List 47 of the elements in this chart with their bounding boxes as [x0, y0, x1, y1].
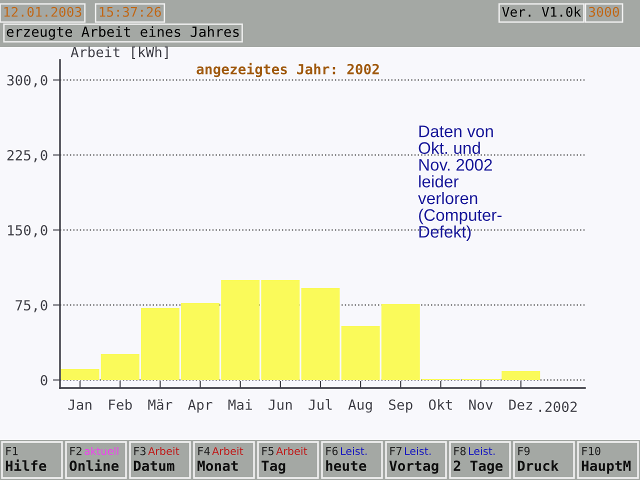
text: F9 — [518, 446, 530, 456]
text: Druck — [518, 460, 559, 472]
x-tick-label: Dez — [509, 400, 532, 410]
x-tick-label: Sep — [389, 399, 412, 413]
text: F4 Arbeit — [198, 446, 244, 456]
text: F1 — [6, 446, 18, 456]
x-tick-label: Okt — [428, 399, 452, 410]
text: 15:37:26 — [100, 6, 161, 17]
text: Ver. V1.0k — [502, 6, 582, 17]
text: .2002 — [539, 402, 577, 412]
y-tick-label: 150,0 — [8, 225, 48, 238]
annotation: Daten von Okt. und Nov. 2002 leider verloren (Computer- Defekt) — [418, 126, 502, 241]
y-tick-label: 300,0 — [7, 75, 48, 88]
text: F8 Leist. — [454, 446, 495, 456]
text: F6 Leist. — [326, 446, 367, 456]
text: HauptM — [582, 460, 631, 474]
y-tick-label: 0 — [40, 375, 48, 386]
text: Monat — [198, 460, 238, 472]
x-tick-label: Jul — [308, 399, 332, 410]
chart-subtitle: angezeigtes Jahr: 2002 — [196, 62, 379, 78]
text: heute — [326, 460, 366, 472]
text: 3000 — [588, 6, 620, 17]
text: F3 Arbeit — [134, 446, 180, 456]
x-tick-label: Jan — [68, 400, 92, 410]
text: F10 — [582, 446, 600, 456]
y-tick-label: 225,0 — [7, 150, 48, 162]
text: Hilfe — [6, 460, 46, 472]
text: F7 Leist. — [390, 446, 431, 456]
x-tick-label: Mai — [228, 399, 252, 410]
text: Vortag — [389, 460, 438, 474]
text: F5 Arbeit — [262, 446, 308, 456]
x-tick-label: Feb — [109, 399, 132, 410]
text: Tag — [262, 460, 286, 474]
text: F2 aktuell — [70, 446, 118, 456]
text: 2 Tage — [454, 460, 503, 474]
y-axis-title: Arbeit [kWh] — [70, 46, 168, 59]
y-tick-label: 75,0 — [16, 300, 48, 312]
x-tick-label: Mär — [148, 399, 172, 410]
text: Online — [70, 460, 119, 472]
x-tick-label: Jun — [268, 400, 292, 410]
chart-title: erzeugte Arbeit eines Jahres — [6, 26, 239, 40]
text: 12.01.2003 — [4, 6, 82, 17]
x-tick-label: Nov — [469, 400, 493, 410]
bar — [301, 288, 340, 380]
x-tick-label: Apr — [188, 400, 212, 413]
x-tick-label: Aug — [348, 400, 372, 413]
text: Datum — [134, 460, 174, 472]
